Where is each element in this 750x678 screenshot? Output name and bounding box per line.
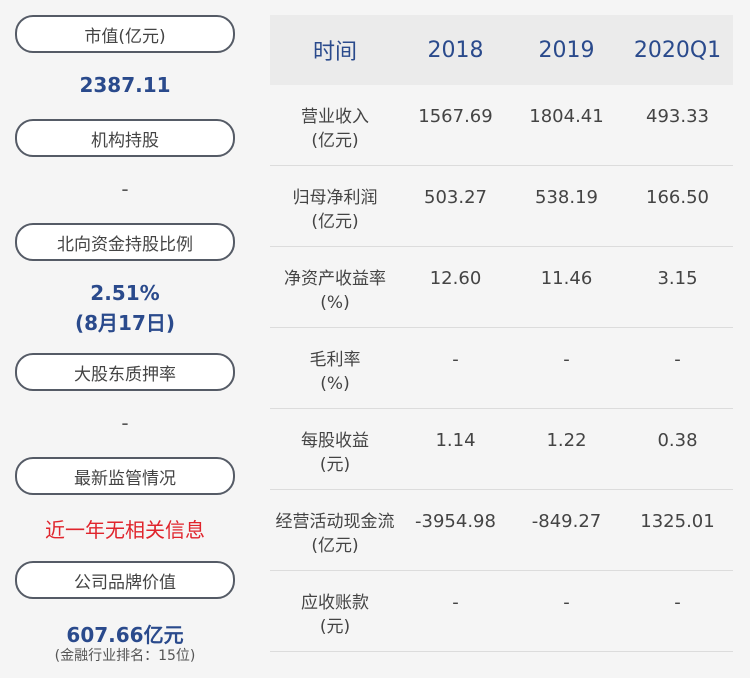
- row-label: 营业收入 (亿元): [270, 85, 400, 153]
- metric-name: 经营活动现金流: [275, 512, 395, 532]
- institution-holding-label: 机构持股: [15, 119, 235, 157]
- table-cell: 0.38: [657, 430, 698, 451]
- table-cell: 166.50: [646, 187, 709, 208]
- metric-name: 毛利率: [309, 350, 361, 370]
- metric-unit: (%): [320, 293, 350, 313]
- table-cell: -3954.98: [415, 511, 496, 532]
- brand-rank: (金融行业排名：15位): [54, 648, 196, 664]
- row-label: 应收账款 (元): [270, 571, 400, 639]
- pledge-ratio-value: -: [121, 411, 129, 435]
- metric-unit: (元): [319, 617, 351, 637]
- table-cell: 538.19: [535, 187, 598, 208]
- metric-unit: (亿元): [311, 536, 359, 556]
- table-cell: -: [563, 592, 570, 613]
- metric-unit: (元): [319, 455, 351, 475]
- table-cell: 1567.69: [418, 106, 493, 127]
- table-cell: 1804.41: [529, 106, 604, 127]
- table-cell: -: [452, 349, 459, 370]
- metric-name: 营业收入: [301, 107, 369, 127]
- financial-table: 时间 2018 2019 2020Q1 营业收入 (亿元) 1567.69 1804.…: [270, 15, 733, 652]
- row-label: 经营活动现金流 (亿元): [270, 490, 400, 558]
- metric-unit: (亿元): [311, 131, 359, 151]
- row-label: 净资产收益率 (%): [270, 247, 400, 315]
- table-header: 时间 2018 2019 2020Q1: [270, 15, 733, 85]
- metric-name: 归母净利润: [292, 188, 378, 208]
- market-cap-label: 市值(亿元): [15, 15, 235, 53]
- metric-name: 净资产收益率: [284, 269, 386, 289]
- brand-value: 607.66亿元: [66, 623, 184, 647]
- header-time: 时间: [312, 40, 357, 65]
- regulation-label: 最新监管情况: [15, 457, 235, 495]
- brand-value-label: 公司品牌价值: [15, 561, 235, 599]
- table-row: 毛利率 (%) - - -: [270, 328, 733, 409]
- table-cell: -849.27: [531, 511, 602, 532]
- table-cell: -: [674, 592, 681, 613]
- table-cell: -: [452, 592, 459, 613]
- stats-panel: 市值(亿元) 2387.11 机构持股 - 北向资金持股比例 2.51% (8月…: [0, 0, 250, 678]
- northbound-ratio-date: (8月17日): [74, 311, 176, 335]
- table-cell: 1325.01: [640, 511, 715, 532]
- metric-name: 每股收益: [301, 431, 369, 451]
- metric-name: 应收账款: [301, 593, 369, 613]
- table-row: 每股收益 (元) 1.14 1.22 0.38: [270, 409, 733, 490]
- northbound-ratio-value: 2.51%: [90, 281, 160, 305]
- row-label: 每股收益 (元): [270, 409, 400, 477]
- market-cap-value: 2387.11: [79, 73, 171, 97]
- table-row: 经营活动现金流 (亿元) -3954.98 -849.27 1325.01: [270, 490, 733, 571]
- regulation-value: 近一年无相关信息: [45, 518, 205, 542]
- header-2018: 2018: [427, 37, 484, 63]
- header-2019: 2019: [538, 37, 595, 63]
- table-cell: 12.60: [429, 268, 482, 289]
- table-row: 营业收入 (亿元) 1567.69 1804.41 493.33: [270, 85, 733, 166]
- table-cell: 503.27: [424, 187, 487, 208]
- table-cell: -: [674, 349, 681, 370]
- table-cell: 493.33: [646, 106, 709, 127]
- table-cell: 1.14: [435, 430, 476, 451]
- table-row: 应收账款 (元) - - -: [270, 571, 733, 652]
- row-label: 毛利率 (%): [270, 328, 400, 396]
- table-row: 净资产收益率 (%) 12.60 11.46 3.15: [270, 247, 733, 328]
- row-label: 归母净利润 (亿元): [270, 166, 400, 234]
- metric-unit: (亿元): [311, 212, 359, 232]
- table-cell: -: [563, 349, 570, 370]
- table-cell: 1.22: [546, 430, 587, 451]
- table-cell: 11.46: [540, 268, 593, 289]
- header-2020q1: 2020Q1: [633, 37, 722, 63]
- metric-unit: (%): [320, 374, 350, 394]
- table-row: 归母净利润 (亿元) 503.27 538.19 166.50: [270, 166, 733, 247]
- table-cell: 3.15: [657, 268, 698, 289]
- institution-holding-value: -: [121, 177, 129, 201]
- northbound-ratio-label: 北向资金持股比例: [15, 223, 235, 261]
- pledge-ratio-label: 大股东质押率: [15, 353, 235, 391]
